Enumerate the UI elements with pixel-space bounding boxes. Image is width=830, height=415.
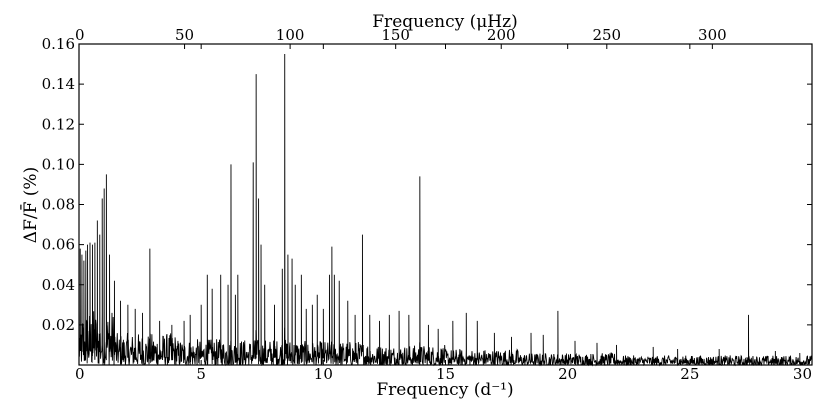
x-tick-label: 0 (75, 365, 85, 383)
x2-axis-label: Frequency (μHz) (372, 12, 517, 32)
spectrum-line (78, 54, 813, 367)
x2-tick-label: 150 (381, 26, 410, 44)
axis-ticks: 0 5 10 15 20 25 300 50 100 150 200 250 3000.020.040.… (42, 26, 813, 383)
x-tick-label: 15 (436, 365, 455, 383)
x-tick-label: 20 (558, 365, 577, 383)
plot-frame (78, 43, 813, 366)
x-axis-label: Frequency (d⁻¹) (376, 380, 513, 400)
y-tick-label: 0.12 (42, 115, 75, 133)
x2-tick-label: 50 (175, 26, 194, 44)
x-tick-label: 10 (314, 365, 333, 383)
x2-tick-label: 100 (276, 26, 305, 44)
y-tick-label: 0.16 (42, 35, 75, 53)
y-tick-label: 0.10 (42, 155, 75, 173)
x-tick-label: 30 (793, 365, 812, 383)
x-tick-label: 25 (680, 365, 699, 383)
x-tick-label: 5 (196, 365, 206, 383)
x2-tick-label: 200 (487, 26, 516, 44)
y-tick-label: 0.08 (42, 196, 75, 214)
y-tick-label: 0.14 (42, 75, 75, 93)
y-tick-label: 0.06 (42, 236, 75, 254)
y-axis-label: ΔF/F̄ (%) (19, 167, 41, 243)
y-tick-label: 0.02 (42, 316, 75, 334)
x2-tick-label: 0 (75, 26, 85, 44)
x2-tick-label: 300 (698, 26, 727, 44)
y-tick-label: 0.04 (42, 276, 75, 294)
x2-tick-label: 250 (592, 26, 621, 44)
spectrum-series (78, 54, 813, 367)
